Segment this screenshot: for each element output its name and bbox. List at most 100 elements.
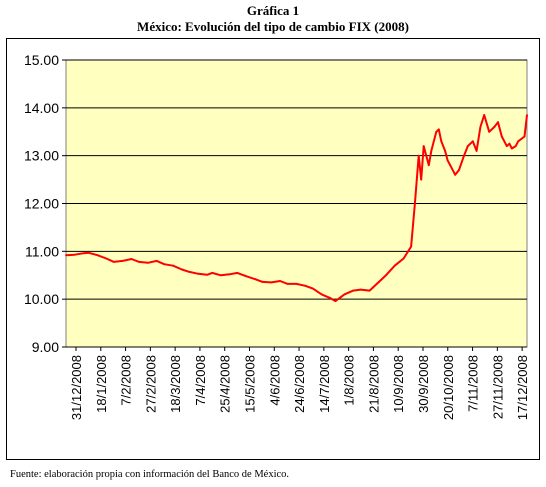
- data-point: [430, 149, 433, 152]
- data-point: [180, 268, 183, 271]
- data-point: [368, 289, 371, 292]
- data-point: [73, 253, 76, 256]
- data-point: [220, 274, 222, 277]
- data-point: [454, 173, 457, 176]
- x-tick-label: 30/9/2008: [416, 355, 431, 413]
- data-point: [311, 287, 314, 290]
- data-point: [270, 281, 273, 284]
- x-tick-label: 17/12/2008: [515, 355, 530, 420]
- x-tick-label: 21/8/2008: [366, 355, 381, 413]
- x-tick-label: 27/2/2008: [143, 355, 158, 413]
- y-tick-label: 9.00: [32, 339, 59, 355]
- data-point: [334, 300, 337, 302]
- data-point: [402, 257, 405, 260]
- data-point: [211, 271, 214, 274]
- data-point: [343, 293, 346, 296]
- data-point: [463, 154, 465, 157]
- x-tick-label: 18/3/2008: [168, 355, 183, 413]
- data-point: [206, 273, 208, 276]
- data-point: [422, 145, 425, 147]
- data-point: [420, 178, 423, 181]
- chart-title: Gráfica 1: [246, 3, 300, 18]
- data-point: [163, 263, 166, 266]
- x-tick-label: 7/11/2008: [466, 355, 481, 412]
- y-tick-label: 15.00: [24, 52, 59, 68]
- data-point: [505, 145, 508, 147]
- data-point: [526, 114, 528, 116]
- data-point: [279, 280, 282, 282]
- data-point: [514, 145, 517, 147]
- data-point: [65, 254, 67, 257]
- data-point: [466, 145, 469, 147]
- data-point: [427, 164, 430, 167]
- data-point: [82, 252, 85, 255]
- data-point: [254, 278, 256, 280]
- x-tick-label: 10/9/2008: [391, 355, 406, 413]
- x-tick-label: 4/6/2008: [267, 355, 282, 406]
- x-tick-label: 15/5/2008: [242, 355, 257, 413]
- data-point: [359, 288, 362, 291]
- data-point: [197, 272, 200, 275]
- data-point: [440, 140, 443, 143]
- x-tick-label: 20/10/2008: [441, 355, 456, 420]
- x-tick-label: 18/1/2008: [94, 355, 109, 413]
- data-point: [493, 126, 496, 128]
- x-tick-label: 14/7/2008: [317, 355, 332, 413]
- data-point: [329, 297, 332, 300]
- data-point: [446, 159, 449, 162]
- data-point: [517, 140, 520, 143]
- data-point: [449, 164, 452, 167]
- data-point: [475, 149, 478, 152]
- y-tick-label: 14.00: [24, 100, 59, 116]
- data-point: [105, 257, 108, 260]
- data-point: [471, 140, 474, 143]
- data-point: [320, 293, 323, 296]
- data-point: [261, 281, 264, 283]
- data-point: [172, 264, 174, 267]
- data-point: [228, 273, 231, 276]
- data-point: [417, 154, 420, 157]
- data-point: [444, 149, 447, 152]
- x-tick-label: 1/8/2008: [342, 355, 357, 406]
- line-chart: 9.00 10.00 11.00 12.00 13.00 14.00 15.00 31/12/…: [24, 52, 530, 420]
- data-point: [188, 271, 191, 273]
- y-tick-label: 10.00: [24, 291, 59, 307]
- y-tick-label: 13.00: [24, 148, 59, 164]
- data-point: [393, 264, 396, 267]
- data-point: [138, 260, 140, 263]
- data-point: [413, 202, 416, 205]
- x-tick-label: 31/12/2008: [69, 355, 84, 420]
- x-tick-label: 24/6/2008: [292, 355, 307, 413]
- data-point: [510, 147, 513, 150]
- data-point: [96, 254, 99, 257]
- data-point: [488, 130, 491, 133]
- data-point: [245, 275, 248, 278]
- data-point: [286, 282, 289, 285]
- x-tick-label: 27/11/2008: [490, 355, 505, 419]
- data-point: [458, 169, 460, 171]
- data-point: [523, 135, 526, 138]
- data-point: [497, 121, 499, 124]
- data-point: [437, 128, 440, 131]
- data-point: [112, 260, 115, 263]
- data-point: [483, 114, 486, 116]
- x-tick-label: 7/2/2008: [119, 355, 134, 406]
- data-point: [435, 130, 438, 133]
- chart-subtitle: México: Evolución del tipo de cambio FIX…: [137, 19, 409, 34]
- chart-frame: 9.00 10.00 11.00 12.00 13.00 14.00 15.00 31/12/…: [6, 38, 540, 460]
- data-point: [508, 142, 511, 145]
- data-point: [236, 271, 239, 274]
- data-point: [410, 245, 413, 248]
- data-point: [500, 135, 503, 138]
- x-tick-label: 25/4/2008: [218, 355, 233, 413]
- data-point: [295, 282, 298, 285]
- data-point: [304, 284, 307, 287]
- x-tick-label: 7/4/2008: [193, 355, 208, 406]
- source-note: Fuente: elaboración propia con informaci…: [10, 469, 290, 480]
- data-point: [155, 260, 158, 262]
- data-point: [87, 251, 90, 254]
- data-point: [352, 289, 355, 292]
- data-point: [479, 126, 482, 128]
- data-point: [121, 260, 124, 262]
- data-point: [385, 274, 387, 277]
